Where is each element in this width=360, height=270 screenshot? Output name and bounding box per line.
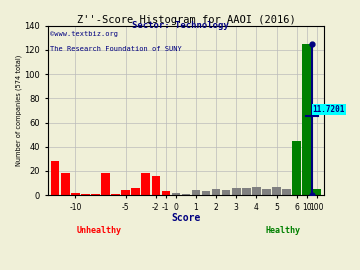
Bar: [222, 190, 230, 195]
Text: Unhealthy: Unhealthy: [76, 225, 121, 235]
Bar: [131, 188, 140, 195]
Bar: [232, 188, 240, 195]
X-axis label: Score: Score: [171, 213, 201, 223]
Bar: [282, 189, 291, 195]
Bar: [302, 44, 311, 195]
Bar: [192, 190, 200, 195]
Bar: [312, 189, 321, 195]
Text: Healthy: Healthy: [265, 225, 300, 235]
Bar: [141, 173, 150, 195]
Text: Sector: Technology: Sector: Technology: [132, 21, 228, 30]
Bar: [61, 173, 69, 195]
Text: The Research Foundation of SUNY: The Research Foundation of SUNY: [50, 46, 182, 52]
Bar: [81, 194, 90, 195]
Bar: [172, 193, 180, 195]
Bar: [91, 194, 100, 195]
Bar: [111, 194, 120, 195]
Bar: [51, 161, 59, 195]
Bar: [71, 193, 80, 195]
Y-axis label: Number of companies (574 total): Number of companies (574 total): [15, 55, 22, 166]
Bar: [262, 189, 271, 195]
Bar: [212, 189, 220, 195]
Bar: [252, 187, 261, 195]
Text: 11.7201: 11.7201: [313, 105, 345, 114]
Bar: [292, 141, 301, 195]
Bar: [242, 188, 251, 195]
Bar: [202, 191, 210, 195]
Text: ©www.textbiz.org: ©www.textbiz.org: [50, 31, 118, 37]
Bar: [182, 194, 190, 195]
Title: Z''-Score Histogram for AAOI (2016): Z''-Score Histogram for AAOI (2016): [77, 15, 295, 25]
Bar: [101, 173, 110, 195]
Bar: [162, 191, 170, 195]
Bar: [272, 187, 281, 195]
Bar: [121, 190, 130, 195]
Bar: [152, 176, 160, 195]
